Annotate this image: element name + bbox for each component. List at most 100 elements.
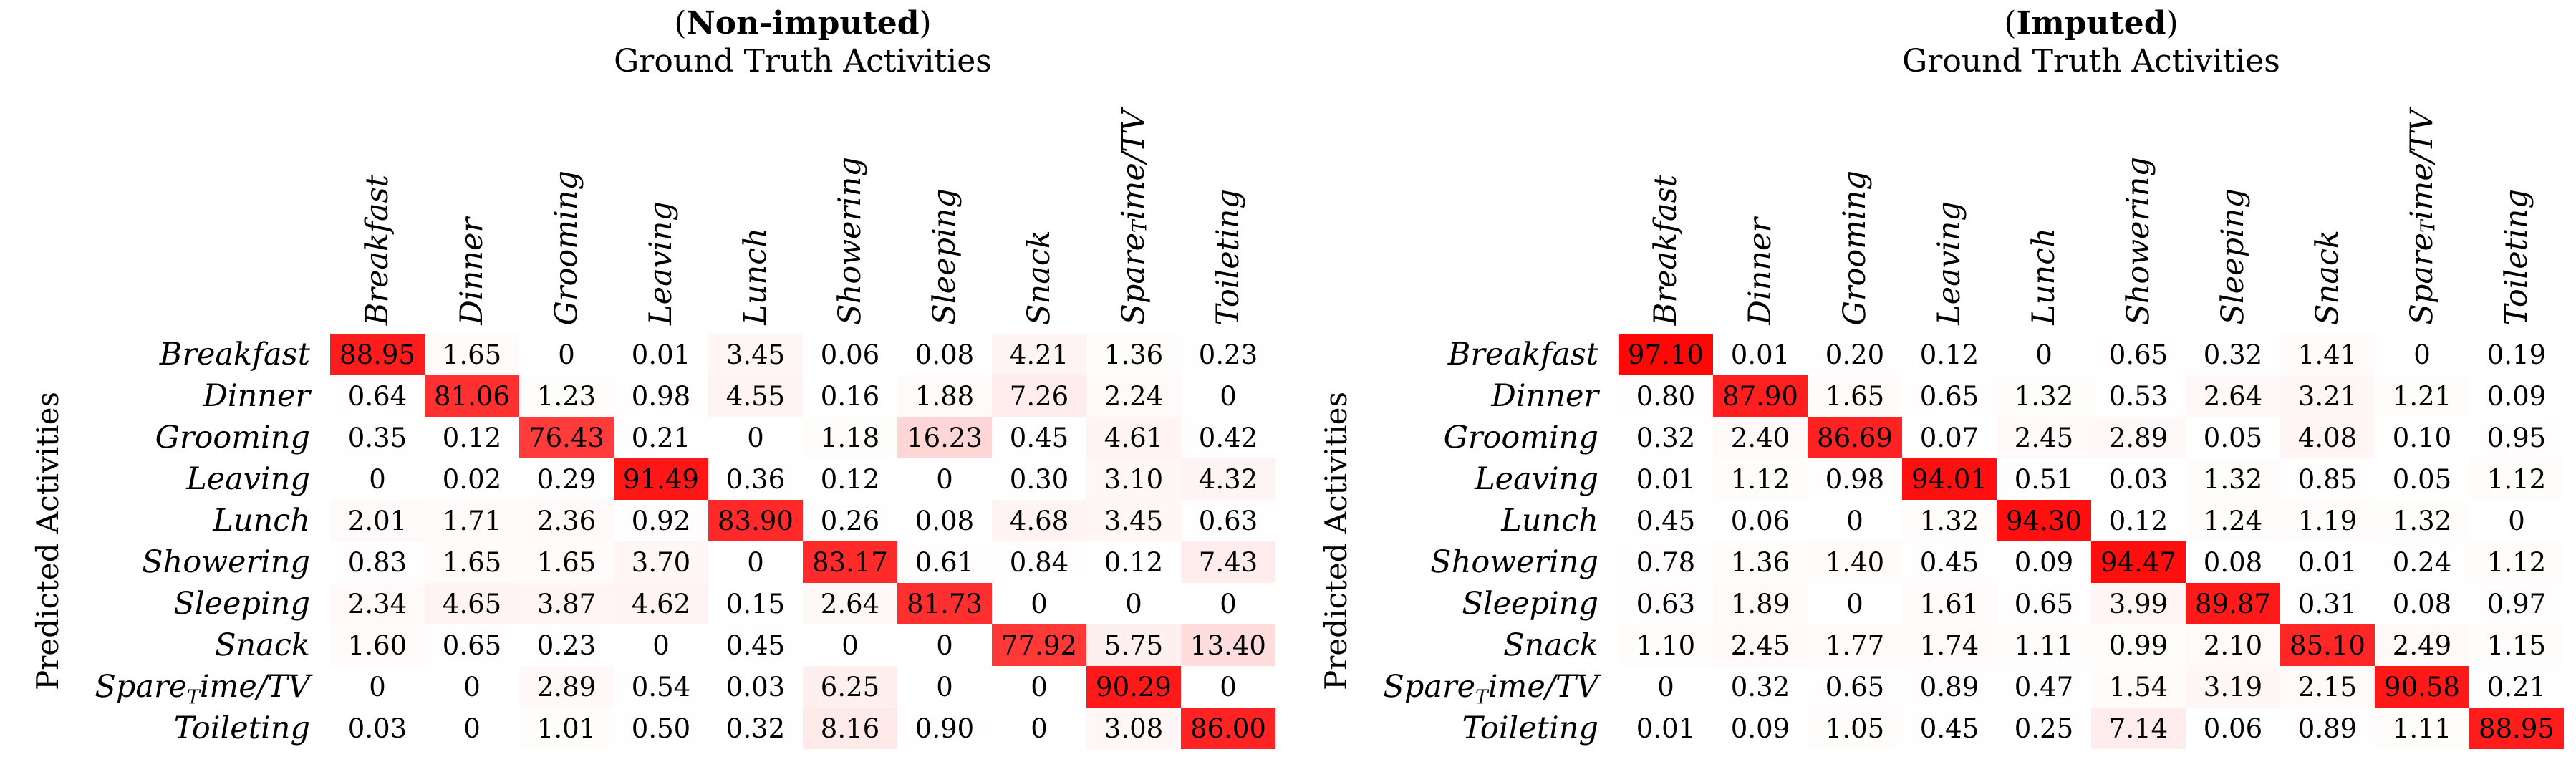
matrix-cell: 0.07 bbox=[1902, 417, 1997, 458]
matrix-cell: 3.45 bbox=[1086, 500, 1181, 541]
panel-non-imputed-titles: (Non-imputed) Ground Truth Activities bbox=[330, 4, 1275, 80]
matrix-cell: 4.55 bbox=[708, 375, 803, 417]
matrix-cell: 0.98 bbox=[614, 375, 708, 417]
matrix-cell: 0.24 bbox=[2375, 541, 2469, 583]
col-header-label: Snack bbox=[1021, 230, 1057, 325]
matrix-cell: 0.84 bbox=[992, 541, 1086, 583]
matrix-cell: 2.89 bbox=[519, 666, 614, 708]
row-header-label: SpareTime/TV bbox=[1383, 669, 1598, 709]
matrix-cell: 1.60 bbox=[330, 624, 425, 666]
panel-title: (Imputed) bbox=[1619, 4, 2564, 42]
matrix-cell: 0.65 bbox=[1902, 375, 1997, 417]
matrix-cell: 1.05 bbox=[1808, 708, 1902, 749]
matrix-cell: 2.49 bbox=[2375, 624, 2469, 666]
matrix-cell: 0.15 bbox=[708, 583, 803, 624]
col-header-label: Snack bbox=[2310, 230, 2345, 325]
matrix-cell: 0 bbox=[897, 624, 992, 666]
matrix-cell: 2.10 bbox=[2186, 624, 2280, 666]
matrix-cell: 0.54 bbox=[614, 666, 708, 708]
matrix-cell: 3.19 bbox=[2186, 666, 2280, 708]
row-header-label: Grooming bbox=[1443, 420, 1598, 455]
matrix-cell: 0.42 bbox=[1181, 417, 1275, 458]
matrix-cell: 0.83 bbox=[330, 541, 425, 583]
col-header-label: Showering bbox=[2121, 157, 2156, 325]
matrix-cell: 0.12 bbox=[803, 458, 897, 500]
matrix-cell: 2.45 bbox=[1713, 624, 1808, 666]
matrix-cell: 16.23 bbox=[897, 417, 992, 458]
col-header-label: Breakfast bbox=[1648, 174, 1684, 325]
matrix-cell: 0.06 bbox=[2186, 708, 2280, 749]
matrix-cell: 0.08 bbox=[897, 500, 992, 541]
matrix-cell: 1.15 bbox=[2469, 624, 2564, 666]
col-header-label: Breakfast bbox=[360, 174, 395, 325]
matrix-cell: 0 bbox=[330, 458, 425, 500]
matrix-cell: 1.12 bbox=[2469, 458, 2564, 500]
row-header: Toileting bbox=[1288, 708, 1619, 749]
panel-imputed-titles: (Imputed) Ground Truth Activities bbox=[1619, 4, 2564, 80]
matrix-cell: 4.62 bbox=[614, 583, 708, 624]
row-header-label: Sleeping bbox=[1462, 586, 1598, 622]
col-header: Snack bbox=[2280, 80, 2375, 334]
matrix-cell: 1.54 bbox=[2091, 666, 2186, 708]
row-header-label: Lunch bbox=[213, 503, 310, 539]
matrix-cell: 1.12 bbox=[2469, 541, 2564, 583]
matrix-cell: 94.30 bbox=[1997, 500, 2091, 541]
matrix-cell: 0 bbox=[992, 583, 1086, 624]
matrix-cell: 0 bbox=[1997, 334, 2091, 375]
row-header: Showering bbox=[0, 541, 330, 583]
matrix-cell: 0.63 bbox=[1619, 583, 1713, 624]
col-header: Toileting bbox=[2469, 80, 2564, 334]
row-header-label: Snack bbox=[1503, 627, 1598, 663]
matrix-cell: 1.88 bbox=[897, 375, 992, 417]
row-header: Snack bbox=[0, 624, 330, 666]
matrix-cell: 1.18 bbox=[803, 417, 897, 458]
col-header: Grooming bbox=[519, 80, 614, 334]
row-header: Sleeping bbox=[0, 583, 330, 624]
row-header-label: Leaving bbox=[186, 461, 310, 497]
matrix-cell: 0.20 bbox=[1808, 334, 1902, 375]
col-header-label: Dinner bbox=[454, 218, 490, 325]
col-header-label: Toileting bbox=[2499, 188, 2534, 325]
matrix-cell: 0.89 bbox=[1902, 666, 1997, 708]
matrix-cell: 0.03 bbox=[708, 666, 803, 708]
matrix-cell: 0.36 bbox=[708, 458, 803, 500]
matrix-cell: 0 bbox=[425, 666, 519, 708]
confusion-matrix-imputed: Breakfast Dinner Grooming Leaving Lunch Showe… bbox=[1288, 80, 2564, 749]
matrix-cell: 0.16 bbox=[803, 375, 897, 417]
col-header: Toileting bbox=[1181, 80, 1275, 334]
matrix-cell: 1.32 bbox=[2186, 458, 2280, 500]
matrix-cell: 2.15 bbox=[2280, 666, 2375, 708]
col-header-label: SpareTime/TV bbox=[1116, 110, 1152, 325]
row-header: Leaving bbox=[1288, 458, 1619, 500]
matrix-cell: 81.06 bbox=[425, 375, 519, 417]
col-header: Grooming bbox=[1808, 80, 1902, 334]
matrix-cell: 86.00 bbox=[1181, 708, 1275, 749]
matrix-cell: 0.08 bbox=[2186, 541, 2280, 583]
matrix-cell: 0 bbox=[708, 417, 803, 458]
matrix-cell: 0.32 bbox=[708, 708, 803, 749]
matrix-cell: 0 bbox=[1619, 666, 1713, 708]
matrix-cell: 8.16 bbox=[803, 708, 897, 749]
matrix-corner bbox=[1288, 80, 1619, 334]
matrix-cell: 97.10 bbox=[1619, 334, 1713, 375]
col-header-label: Lunch bbox=[2026, 228, 2062, 325]
matrix-cell: 3.87 bbox=[519, 583, 614, 624]
matrix-cell: 0.90 bbox=[897, 708, 992, 749]
row-header: Dinner bbox=[0, 375, 330, 417]
row-header-label: Lunch bbox=[1501, 503, 1598, 539]
matrix-cell: 0.32 bbox=[2186, 334, 2280, 375]
matrix-cell: 0.08 bbox=[897, 334, 992, 375]
matrix-cell: 87.90 bbox=[1713, 375, 1808, 417]
row-header-label: Grooming bbox=[155, 420, 310, 455]
matrix-cell: 3.70 bbox=[614, 541, 708, 583]
matrix-cell: 3.08 bbox=[1086, 708, 1181, 749]
matrix-cell: 0.65 bbox=[2091, 334, 2186, 375]
matrix-cell: 0.98 bbox=[1808, 458, 1902, 500]
matrix-cell: 2.36 bbox=[519, 500, 614, 541]
matrix-cell: 90.29 bbox=[1086, 666, 1181, 708]
matrix-cell: 1.21 bbox=[2375, 375, 2469, 417]
matrix-cell: 0 bbox=[519, 334, 614, 375]
confusion-matrix-non-imputed: Breakfast Dinner Grooming Leaving Lunch Showe… bbox=[0, 80, 1275, 749]
row-header-label: Toileting bbox=[1462, 710, 1598, 746]
